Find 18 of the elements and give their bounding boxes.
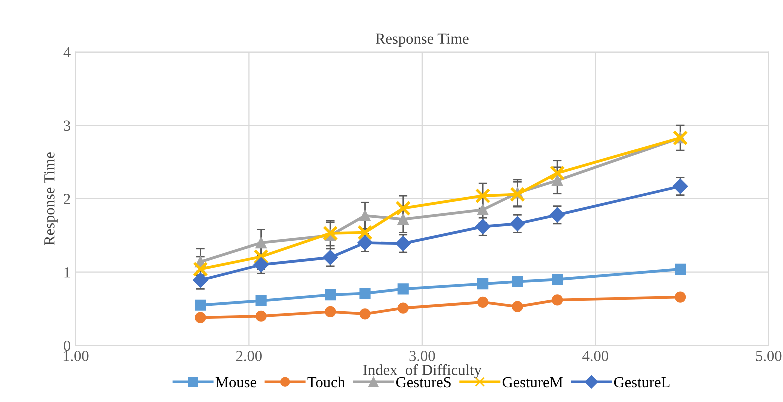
y-tick-label: 2: [64, 194, 70, 204]
x-tick-label: 1.00: [64, 351, 89, 362]
y-tick-label: 1: [64, 268, 70, 278]
y-tick-label: 0: [64, 340, 71, 352]
x-tick-label: 2.00: [236, 351, 262, 362]
x-tick-label: 3.00: [410, 351, 436, 362]
x-tick-label: 4.00: [582, 351, 608, 362]
legend-label: GestureL: [614, 377, 670, 388]
y-tick-label: 4: [64, 48, 71, 58]
x-axis-title: Index of Difficulty: [364, 364, 482, 378]
y-axis-title: Response Time: [44, 152, 58, 246]
y-tick-label: 3: [64, 120, 70, 132]
legend-label: GestureM: [502, 377, 563, 388]
legend-label: GestureS: [396, 377, 451, 388]
legend-label: Mouse: [216, 377, 257, 388]
x-tick-label: 5.00: [756, 351, 782, 362]
legend-label: Touch: [308, 376, 346, 388]
chart-title: Response Time: [376, 34, 469, 48]
